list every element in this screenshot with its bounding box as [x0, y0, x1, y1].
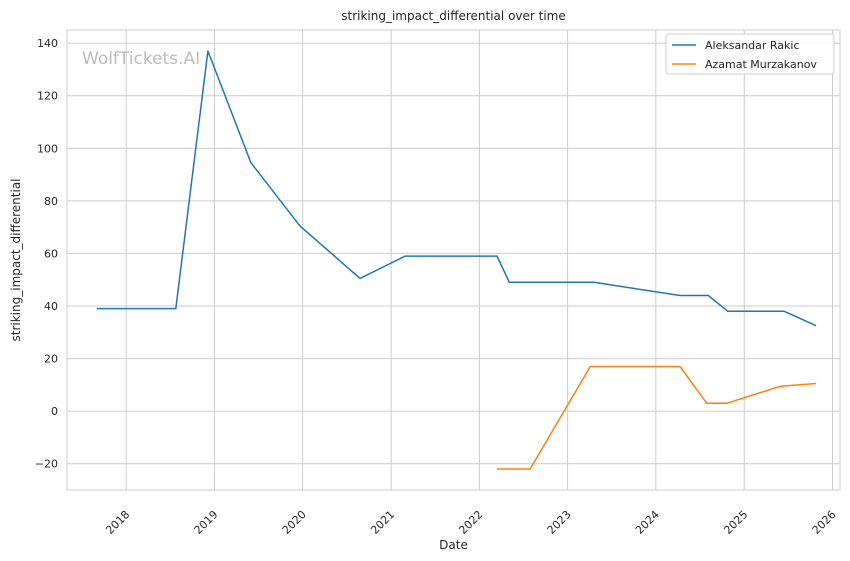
- legend-label: Azamat Murzakanov: [705, 58, 817, 71]
- plot-area: [67, 30, 840, 490]
- x-tick-label: 2019: [192, 508, 221, 537]
- plot-frame: [66, 29, 841, 491]
- series-group: [96, 50, 817, 470]
- series-line-aleksandar-rakic: [96, 50, 817, 327]
- y-tick-label: 80: [44, 195, 58, 208]
- x-axis-label: Date: [439, 538, 468, 552]
- grid: [67, 30, 840, 490]
- x-tick-label: 2021: [368, 508, 397, 537]
- x-tick-label: 2018: [103, 508, 132, 537]
- y-axis-label: striking_impact_differential: [9, 178, 23, 341]
- x-tick-label: 2024: [633, 508, 662, 537]
- chart-title: striking_impact_differential over time: [341, 9, 566, 23]
- legend-label: Aleksandar Rakic: [705, 39, 800, 52]
- y-tick-label: 120: [37, 90, 58, 103]
- y-tick-label: 20: [44, 353, 58, 366]
- y-tick-label: 60: [44, 247, 58, 260]
- y-tick-label: 140: [37, 37, 58, 50]
- x-tick-label: 2026: [810, 508, 839, 537]
- legend-box: [665, 33, 835, 75]
- y-tick-label: 0: [51, 405, 58, 418]
- x-tick-label: 2025: [721, 508, 750, 537]
- y-tick-label: −20: [35, 458, 58, 471]
- watermark: WolfTickets.AI: [82, 49, 200, 69]
- y-tick-label: 40: [44, 300, 58, 313]
- x-tick-label: 2022: [456, 508, 485, 537]
- x-tick-label: 2020: [280, 508, 309, 537]
- series-line-azamat-murzakanov: [497, 365, 817, 470]
- y-tick-label: 100: [37, 142, 58, 155]
- legend: Aleksandar Rakic Azamat Murzakanov: [665, 33, 835, 75]
- x-tick-label: 2023: [545, 508, 574, 537]
